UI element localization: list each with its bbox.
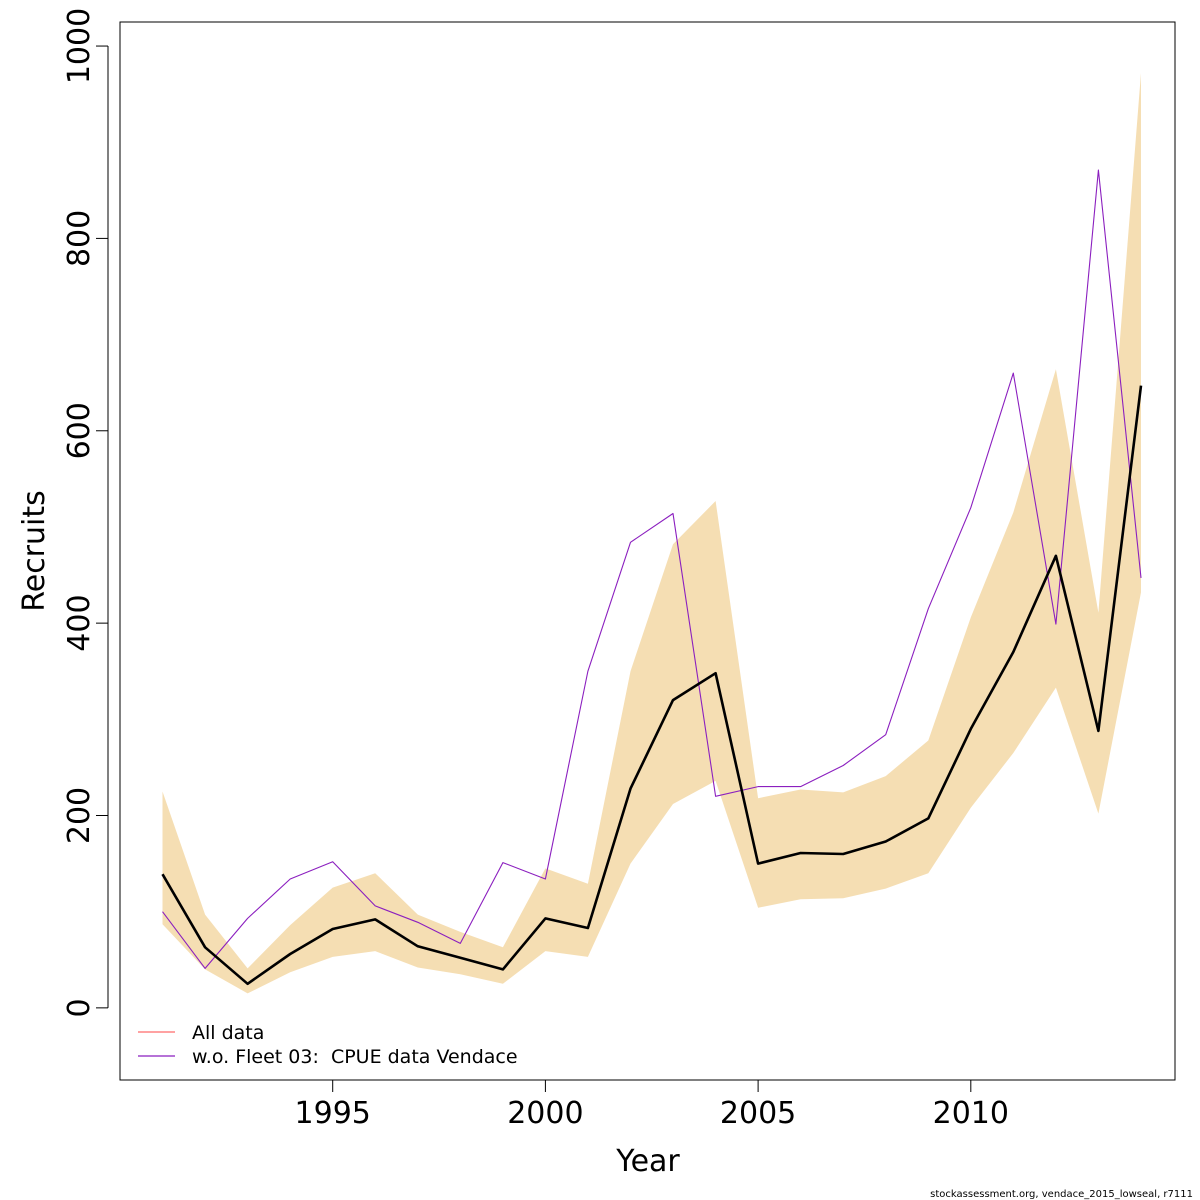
y-tick-label: 1000 — [62, 8, 97, 84]
series-lines-layer — [161, 169, 1143, 986]
y-tick-label: 200 — [62, 787, 97, 844]
y-axis: 0 200 400 600 800 1000 — [62, 8, 109, 1017]
y-tick-label: 600 — [62, 402, 97, 459]
legend: All data w.o. Fleet 03: CPUE data Vendac… — [138, 1022, 518, 1068]
y-tick-label: 800 — [62, 210, 97, 267]
y-axis-title: Recruits — [17, 490, 52, 612]
y-tick-label: 400 — [62, 594, 97, 651]
x-axis: 1995 2000 2005 2010 — [295, 1079, 1009, 1131]
x-axis-title: Year — [615, 1144, 680, 1179]
series-line-without-fleet-03 — [162, 169, 1142, 969]
legend-label-all-data: All data — [192, 1022, 264, 1044]
series-line-all-data — [161, 385, 1143, 986]
confidence-band-layer — [162, 73, 1141, 994]
legend-label-without-fleet-03: w.o. Fleet 03: CPUE data Vendace — [192, 1046, 518, 1068]
x-tick-label: 2005 — [720, 1096, 796, 1131]
confidence-band — [162, 73, 1141, 994]
x-tick-label: 1995 — [295, 1096, 371, 1131]
x-tick-label: 2010 — [933, 1096, 1009, 1131]
footer-note: stockassessment.org, vendace_2015_lowsea… — [930, 1189, 1193, 1200]
y-tick-label: 0 — [62, 998, 97, 1017]
x-tick-label: 2000 — [507, 1096, 583, 1131]
